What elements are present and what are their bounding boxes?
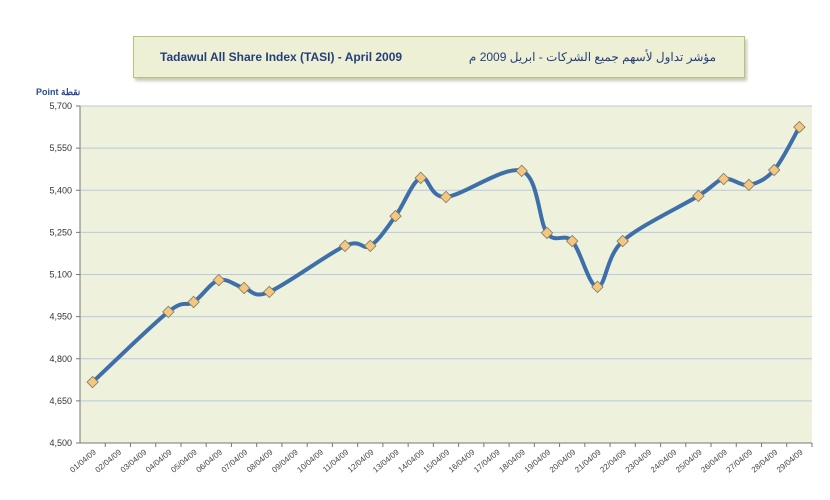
y-tick-label: 5,250 xyxy=(49,227,72,237)
x-tick-label: 16/04/09 xyxy=(447,447,477,474)
y-tick-label: 4,650 xyxy=(49,396,72,406)
y-tick-label: 5,550 xyxy=(49,143,72,153)
data-point xyxy=(591,280,604,294)
chart-title-box: Tadawul All Share Index (TASI) - April 2… xyxy=(133,36,745,78)
data-point xyxy=(338,239,352,253)
x-tick-label: 28/04/09 xyxy=(750,447,780,474)
x-tick-label: 14/04/09 xyxy=(396,447,426,474)
data-point xyxy=(212,273,226,287)
data-point xyxy=(162,305,175,319)
data-point xyxy=(237,281,251,295)
x-tick-label: 03/04/09 xyxy=(119,447,149,474)
chart-title-arabic: مؤشر تداول لأسهم جميع الشركات - ابريل 20… xyxy=(468,50,716,64)
y-tick-label: 4,950 xyxy=(49,312,72,322)
x-tick-label: 10/04/09 xyxy=(295,447,325,474)
x-tick-label: 08/04/09 xyxy=(245,447,275,474)
x-tick-label: 20/04/09 xyxy=(548,447,578,474)
data-point xyxy=(692,189,705,203)
x-tick-label: 07/04/09 xyxy=(220,447,250,474)
chart-title: Tadawul All Share Index (TASI) - April 2… xyxy=(160,50,403,64)
x-tick-label: 26/04/09 xyxy=(699,447,729,474)
x-tick-label: 25/04/09 xyxy=(674,447,704,474)
x-tick-label: 09/04/09 xyxy=(270,447,300,474)
x-tick-label: 27/04/09 xyxy=(725,447,755,474)
x-tick-label: 22/04/09 xyxy=(598,447,628,474)
x-tick-label: 12/04/09 xyxy=(346,447,376,474)
data-point xyxy=(389,209,402,223)
x-tick-label: 01/04/09 xyxy=(68,447,98,474)
x-tick-label: 24/04/09 xyxy=(649,447,679,474)
x-tick-label: 13/04/09 xyxy=(371,447,401,474)
data-point xyxy=(263,285,276,299)
x-tick-label: 15/04/09 xyxy=(422,447,452,474)
x-tick-label: 11/04/09 xyxy=(321,447,351,474)
data-point xyxy=(364,239,377,253)
x-tick-label: 05/04/09 xyxy=(169,447,199,474)
y-tick-label: 4,500 xyxy=(49,438,72,448)
x-tick-label: 29/04/09 xyxy=(775,447,805,474)
x-tick-label: 02/04/09 xyxy=(94,447,124,474)
y-tick-label: 5,400 xyxy=(49,185,72,195)
x-tick-label: 18/04/09 xyxy=(497,447,527,474)
data-point xyxy=(515,164,528,178)
y-tick-label: 5,100 xyxy=(49,270,72,280)
data-point xyxy=(565,234,579,248)
data-point xyxy=(187,295,200,309)
data-point xyxy=(414,171,427,185)
x-tick-label: 04/04/09 xyxy=(144,447,174,474)
data-point xyxy=(86,375,99,389)
x-tick-label: 06/04/09 xyxy=(194,447,224,474)
x-tick-label: 17/04/09 xyxy=(472,447,502,474)
y-axis-label: Point نقطة xyxy=(36,87,81,97)
data-point xyxy=(616,234,629,248)
x-tick-label: 23/04/09 xyxy=(624,447,654,474)
x-tick-label: 21/04/09 xyxy=(573,447,603,474)
data-point xyxy=(439,190,453,204)
x-tick-label: 19/04/09 xyxy=(523,447,553,474)
data-point xyxy=(540,226,554,240)
data-point xyxy=(793,120,806,134)
data-point xyxy=(742,178,756,192)
y-tick-label: 4,800 xyxy=(49,354,72,364)
data-point xyxy=(717,172,730,186)
data-point xyxy=(767,163,781,177)
y-tick-label: 5,700 xyxy=(49,101,72,111)
